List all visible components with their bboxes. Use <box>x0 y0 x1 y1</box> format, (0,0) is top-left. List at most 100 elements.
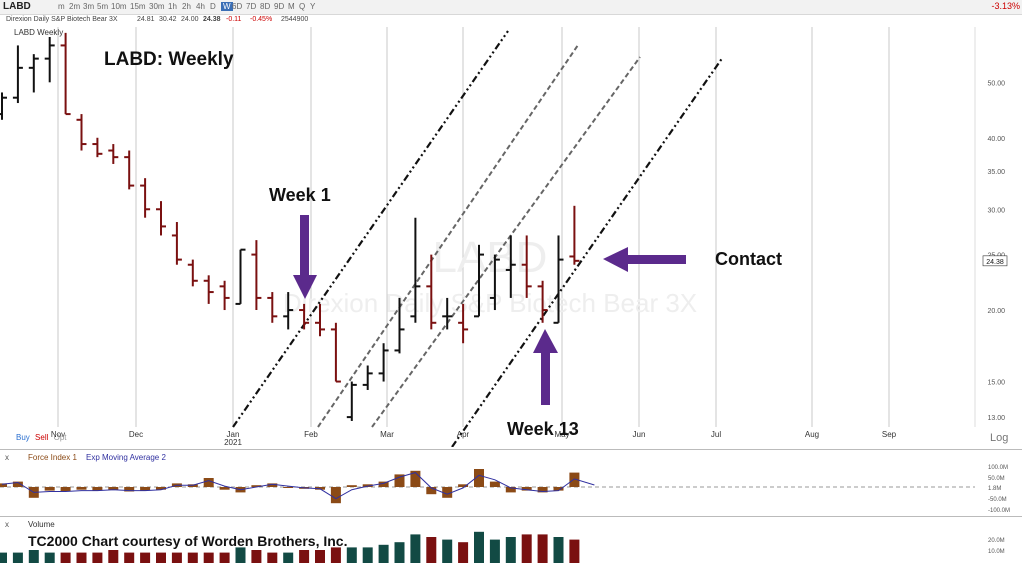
volume-bar <box>140 552 151 563</box>
force-bar <box>140 487 151 491</box>
week1-arrow-shaft <box>300 215 309 275</box>
order-buttons: Buy Sell Opt <box>16 433 67 442</box>
watermark-name: Direxion Daily S&P Biotech Bear 3X <box>283 288 697 318</box>
week13-label: Week 13 <box>507 419 579 439</box>
sell-button[interactable]: Sell <box>35 433 49 442</box>
force-panel-label: Force Index 1 <box>28 453 77 462</box>
volume-scale-label: 20.0M <box>988 538 1005 544</box>
timeframe-8D[interactable]: 8D <box>260 2 271 11</box>
volume-bar <box>299 550 310 563</box>
price-tag: 24.38 <box>986 259 1004 266</box>
timeframe-2m[interactable]: 2m <box>69 2 81 11</box>
y-tick-label: 15.00 <box>987 380 1005 387</box>
force-scale-label: 1.8M <box>988 486 1001 492</box>
timeframe-D[interactable]: D <box>210 2 216 11</box>
timeframe-5m[interactable]: 5m <box>97 2 109 11</box>
volume-bar <box>378 544 389 563</box>
contact-arrow-head <box>603 247 628 272</box>
x-tick-label: Jun <box>633 430 646 439</box>
timeframe-9D[interactable]: 9D <box>274 2 285 11</box>
quote-volume: 2544900 <box>281 16 309 23</box>
volume-bar <box>12 552 23 563</box>
chart-title: LABD: Weekly <box>104 49 234 70</box>
timeframe-Y[interactable]: Y <box>310 2 316 11</box>
channel-trendline <box>371 56 641 428</box>
volume-bar <box>203 552 214 563</box>
force-scale-label: 50.0M <box>988 476 1005 482</box>
opt-button[interactable]: Opt <box>53 433 67 442</box>
x-tick-label: Nov <box>51 430 65 439</box>
volume-panel[interactable]: x Volume 20.0M 10.0M TC2000 Chart courtesy o… <box>0 516 1022 575</box>
y-tick-label: 20.00 <box>987 308 1005 315</box>
symbol-label[interactable]: LABD <box>3 1 31 12</box>
channel-trendline <box>317 44 579 428</box>
panel-label: LABD Weekly <box>14 28 63 37</box>
timeframe-Q[interactable]: Q <box>299 2 306 11</box>
force-bar <box>251 485 262 487</box>
channel-trendline <box>232 30 509 428</box>
volume-chart[interactable]: x Volume 20.0M 10.0M TC2000 Chart courtesy o… <box>0 517 1022 575</box>
force-bar <box>458 484 469 487</box>
channel-trendline <box>451 56 724 448</box>
price-panel[interactable]: Nov Dec Jan Feb Mar Apr May Jun Jul Aug Sep 2021 13.… <box>0 27 1022 448</box>
force-bar <box>489 481 500 487</box>
volume-bar <box>553 537 564 563</box>
x-year-label: 2021 <box>224 438 242 447</box>
volume-bar <box>315 550 325 563</box>
force-bar <box>569 472 580 487</box>
volume-bar <box>219 552 230 563</box>
timeframe-10m[interactable]: 10m <box>111 2 127 11</box>
force-bar <box>108 487 119 490</box>
force-bar <box>44 487 55 491</box>
force-bar <box>60 487 71 492</box>
force-index-panel[interactable]: x Force Index 1 Exp Moving Average 2 100.0M… <box>0 449 1022 516</box>
timeframe-M[interactable]: M <box>288 2 295 11</box>
volume-bar <box>108 550 119 563</box>
y-tick-label: 50.00 <box>987 80 1005 87</box>
timeframe-6D[interactable]: 6D <box>232 2 243 11</box>
force-bar <box>505 487 516 493</box>
buy-button[interactable]: Buy <box>16 433 30 442</box>
timeframe-15m[interactable]: 15m <box>130 2 146 11</box>
force-bar <box>394 474 405 487</box>
timeframe-4h[interactable]: 4h <box>196 2 205 11</box>
contact-arrow-shaft <box>624 255 686 264</box>
force-bar <box>124 487 135 492</box>
force-panel-label2: Exp Moving Average 2 <box>86 453 166 462</box>
price-tag-box <box>982 255 1008 267</box>
timeframe-m[interactable]: m <box>58 2 65 11</box>
timeframe-2h[interactable]: 2h <box>182 2 191 11</box>
x-tick-label: Sep <box>882 430 897 439</box>
timeframe-W[interactable]: W <box>221 2 233 11</box>
timeframe-7D[interactable]: 7D <box>246 2 257 11</box>
watermark-symbol: LABD <box>433 233 548 282</box>
force-index-chart[interactable]: x Force Index 1 Exp Moving Average 2 100.0M… <box>0 450 1022 516</box>
week13-arrow-head <box>533 329 558 353</box>
force-bar <box>537 487 548 493</box>
timeframe-1h[interactable]: 1h <box>168 2 177 11</box>
volume-scale-label: 10.0M <box>988 549 1005 555</box>
x-tick-label: Jul <box>711 430 721 439</box>
volume-panel-label: Volume <box>28 520 55 529</box>
volume-bar <box>458 542 469 563</box>
volume-bar <box>28 550 39 563</box>
volume-bar <box>362 547 373 563</box>
quote-change: -0.11 <box>226 16 242 23</box>
volume-bar <box>0 552 7 563</box>
force-bar <box>330 487 341 504</box>
force-bar <box>410 470 421 487</box>
week1-label: Week 1 <box>269 185 331 205</box>
x-tick-label: Dec <box>129 430 143 439</box>
panel-close-icon: x <box>5 520 9 529</box>
volume-bar <box>569 539 580 563</box>
volume-bar <box>92 552 103 563</box>
force-bar <box>553 487 564 491</box>
timeframe-30m[interactable]: 30m <box>149 2 165 11</box>
volume-bar <box>505 537 516 563</box>
timeframe-3m[interactable]: 3m <box>83 2 95 11</box>
force-bar <box>267 483 278 487</box>
force-bar <box>76 487 87 490</box>
price-chart[interactable]: Nov Dec Jan Feb Mar Apr May Jun Jul Aug Sep 2021 13.… <box>0 27 1022 448</box>
volume-bar <box>44 552 55 563</box>
volume-bar <box>426 537 437 563</box>
